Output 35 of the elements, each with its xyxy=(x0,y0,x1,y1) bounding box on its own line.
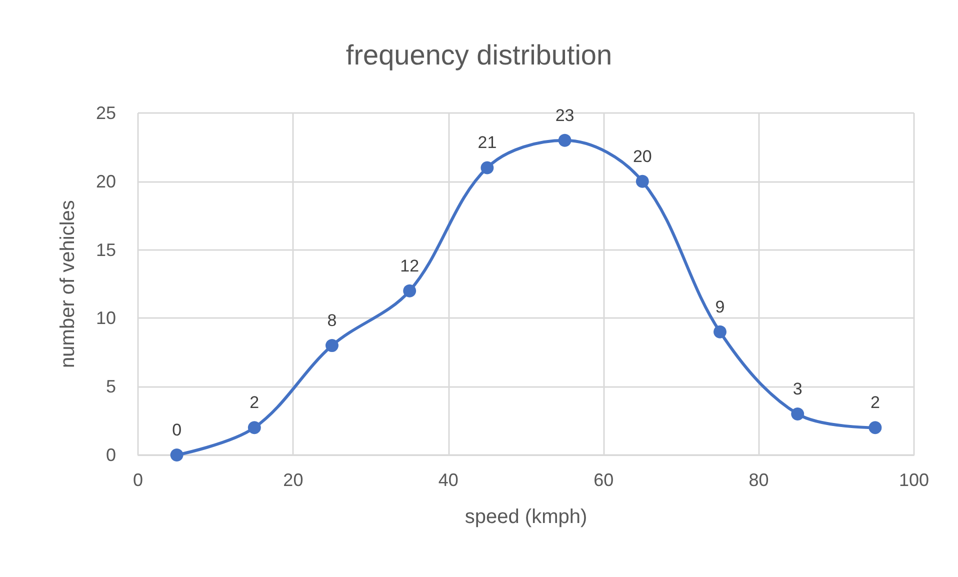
chart-title: frequency distribution xyxy=(346,40,612,70)
point xyxy=(403,284,416,298)
data-label: 2 xyxy=(870,393,880,412)
x-axis-title: speed (kmph) xyxy=(464,506,588,528)
data-label: 21 xyxy=(478,133,497,152)
point xyxy=(558,134,572,147)
data-label: 8 xyxy=(327,311,337,330)
x-tick-label: 80 xyxy=(748,470,769,490)
point xyxy=(248,421,261,434)
data-label: 2 xyxy=(250,393,260,412)
x-tick-label: 0 xyxy=(132,470,144,490)
x-tick-label: 20 xyxy=(283,470,304,490)
point xyxy=(480,161,494,174)
data-label: 0 xyxy=(172,420,182,440)
point xyxy=(636,174,649,188)
y-axis-title: number of vehicles xyxy=(57,200,79,368)
y-tick-label: 5 xyxy=(106,376,116,397)
data-label: 12 xyxy=(400,256,420,276)
y-tick-label: 10 xyxy=(96,308,116,328)
point xyxy=(791,407,804,420)
data-label: 23 xyxy=(555,106,574,125)
y-tick-label: 20 xyxy=(96,171,116,192)
y-tick-label: 25 xyxy=(96,103,116,123)
x-tick-label: 60 xyxy=(594,470,614,490)
data-label: 9 xyxy=(715,297,725,316)
x-tick-label: 40 xyxy=(438,470,458,490)
data-label: 3 xyxy=(792,379,802,398)
x-tick-label: 100 xyxy=(898,470,930,490)
point xyxy=(326,339,338,352)
y-tick-label: 0 xyxy=(106,445,116,465)
y-tick-label: 15 xyxy=(96,240,116,260)
point xyxy=(170,448,184,462)
point xyxy=(868,421,882,434)
data-label: 20 xyxy=(632,146,652,166)
point xyxy=(714,325,726,338)
